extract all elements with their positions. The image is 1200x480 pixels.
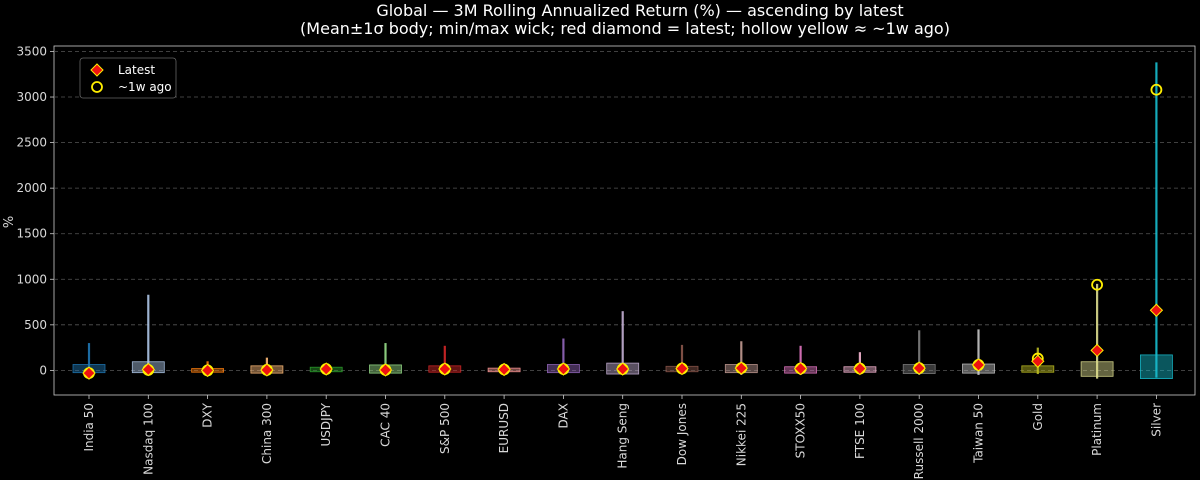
legend: Latest ~1w ago [79, 57, 177, 99]
latest-marker-taiwan-50 [971, 358, 986, 372]
x-tick-label-s-p-500: S&P 500 [438, 403, 452, 454]
x-tick-label-taiwan-50: Taiwan 50 [972, 403, 986, 464]
x-tick-label-silver: Silver [1149, 403, 1163, 437]
y-tick-label-500: 500 [24, 318, 47, 332]
latest-marker-china-300 [260, 363, 274, 377]
y-axis-label: % [2, 216, 17, 228]
x-tick-label-stoxx50: STOXX50 [794, 403, 808, 458]
latest-marker-ftse-100 [853, 361, 867, 376]
x-tick-label-russell-2000: Russell 2000 [912, 403, 926, 479]
x-tick-label-china-300: China 300 [260, 403, 274, 464]
latest-marker-s-p-500 [438, 362, 452, 376]
x-axis-ticks: India 50 Nasdaq 100 DXY China 300 USDJPY CAC … [82, 395, 1163, 479]
legend-latest-marker [90, 63, 104, 77]
x-tick-label-cac-40: CAC 40 [379, 403, 393, 447]
latest-marker-nasdaq-100 [141, 362, 156, 377]
legend-week-ago-marker [91, 81, 103, 93]
y-axis-ticks: 0 500 1000 1500 2000 2500 3000 3500 [16, 44, 54, 377]
x-tick-label-platinum: Platinum [1090, 403, 1104, 456]
latest-marker-eurusd [497, 362, 511, 377]
legend-latest-label: Latest [118, 63, 155, 77]
y-tick-label-2000: 2000 [16, 181, 47, 195]
x-tick-label-eurusd: EURUSD [497, 403, 511, 453]
latest-marker-nikkei-225 [734, 361, 749, 375]
x-tick-label-usdjpy: USDJPY [319, 402, 333, 446]
x-tick-label-dax: DAX [556, 403, 570, 428]
chart-marks [72, 62, 1173, 380]
week-ago-marker-silver [1150, 83, 1163, 96]
grid-lines [54, 51, 1195, 371]
chart-subtitle: (Mean±1σ body; min/max wick; red diamond… [300, 19, 950, 38]
x-tick-label-india-50: India 50 [82, 403, 96, 452]
latest-marker-india-50 [82, 366, 96, 380]
latest-marker-silver [1149, 303, 1164, 317]
legend-box [79, 57, 177, 99]
latest-marker-gold [1031, 354, 1045, 368]
latest-marker-russell-2000 [912, 361, 926, 375]
x-tick-label-nasdaq-100: Nasdaq 100 [141, 403, 155, 475]
latest-marker-dow-jones [675, 361, 689, 376]
latest-marker-dax [556, 362, 571, 376]
y-tick-label-3000: 3000 [16, 90, 47, 104]
latest-marker-cac-40 [378, 363, 393, 377]
x-tick-label-dxy: DXY [201, 402, 215, 427]
x-tick-label-hang-seng: Hang Seng [616, 403, 630, 469]
x-tick-label-nikkei-225: Nikkei 225 [734, 403, 748, 466]
y-tick-label-1500: 1500 [16, 227, 47, 241]
chart-title: Global — 3M Rolling Annualized Return (%… [376, 1, 903, 20]
y-tick-label-3500: 3500 [16, 44, 47, 58]
x-tick-label-dow-jones: Dow Jones [675, 403, 689, 465]
y-tick-label-1000: 1000 [16, 272, 47, 286]
latest-marker-platinum [1090, 343, 1104, 358]
plot-area [53, 45, 1196, 396]
x-tick-label-gold: Gold [1031, 403, 1045, 431]
week-ago-marker-platinum [1091, 278, 1103, 291]
latest-marker-usdjpy [319, 362, 333, 376]
x-tick-label-ftse-100: FTSE 100 [853, 403, 867, 459]
legend-week-ago-label: ~1w ago [118, 80, 172, 94]
latest-marker-dxy [200, 363, 215, 378]
y-tick-label-0: 0 [39, 363, 47, 377]
latest-marker-hang-seng [615, 362, 630, 376]
y-tick-label-2500: 2500 [16, 136, 47, 150]
latest-marker-stoxx50 [793, 361, 808, 376]
